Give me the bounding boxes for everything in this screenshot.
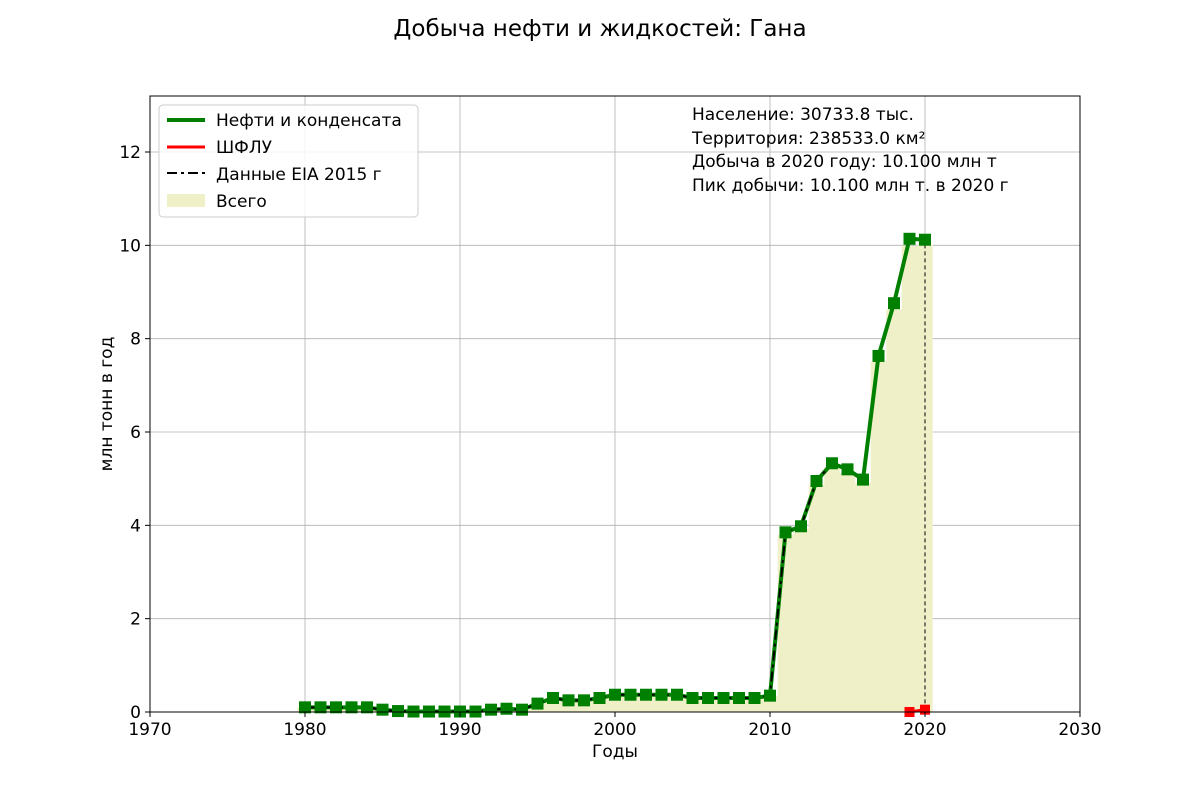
oil-point xyxy=(826,457,838,470)
oil-point xyxy=(872,349,885,362)
oil-point xyxy=(624,688,637,701)
oil-point xyxy=(748,692,761,704)
x-tick-label: 1970 xyxy=(128,720,171,740)
oil-point xyxy=(671,688,683,701)
total-area xyxy=(297,244,933,713)
oil-point xyxy=(593,692,606,704)
x-tick-label: 2000 xyxy=(593,720,636,740)
oil-point xyxy=(841,463,854,476)
info-territory: Территория: 238533.0 км² xyxy=(691,129,925,149)
y-tick-label: 0 xyxy=(130,703,141,723)
x-tick-label: 2030 xyxy=(1058,720,1101,740)
y-tick-label: 4 xyxy=(130,516,141,536)
oil-point xyxy=(640,688,652,701)
info-production-2020: Добыча в 2020 году: 10.100 млн т xyxy=(692,152,997,172)
oil-point xyxy=(919,233,931,246)
area-layer xyxy=(297,244,933,713)
y-tick-label: 6 xyxy=(130,423,141,443)
y-tick-label: 8 xyxy=(130,330,141,350)
oil-point xyxy=(888,297,900,310)
oil-point xyxy=(578,694,590,707)
info-peak-production: Пик добычи: 10.100 млн т. в 2020 г xyxy=(692,176,1009,196)
oil-point xyxy=(795,520,807,533)
x-axis-label: Годы xyxy=(592,742,638,762)
x-tick-label: 2020 xyxy=(903,720,946,740)
oil-point xyxy=(500,702,513,715)
oil-point xyxy=(314,701,327,714)
oil-point xyxy=(299,701,311,714)
legend-box xyxy=(158,104,419,218)
y-tick-label: 10 xyxy=(119,236,141,256)
oil-point xyxy=(717,692,730,704)
oil-point xyxy=(547,692,559,704)
legend-label-oil: Нефти и конденсата xyxy=(216,111,402,131)
oil-point xyxy=(376,703,389,716)
marker-layer xyxy=(299,232,931,718)
eia-line xyxy=(305,462,833,713)
oil-point xyxy=(810,475,823,487)
oil-point xyxy=(702,692,714,704)
legend: Нефти и конденсата ШФЛУ Данные EIA 2015 … xyxy=(158,104,419,218)
y-tick-label: 12 xyxy=(119,143,141,163)
ngl-point xyxy=(920,704,930,715)
chart-title: Добыча нефти и жидкостей: Гана xyxy=(393,16,806,42)
oil-point xyxy=(361,701,373,714)
oil-point xyxy=(516,703,528,716)
tick-layer: 1970 1980 1990 2000 2010 2020 2030 0 2 4 6 8 10 12 xyxy=(119,143,1101,740)
x-tick-label: 1980 xyxy=(283,720,326,740)
oil-point xyxy=(764,689,776,702)
oil-point xyxy=(779,526,792,539)
legend-swatch-total xyxy=(167,194,205,207)
oil-point xyxy=(531,697,544,710)
oil-point xyxy=(345,701,358,714)
y-axis-label: млн тонн в год xyxy=(97,337,117,472)
oil-point xyxy=(903,232,916,245)
oil-point xyxy=(609,688,621,701)
oil-point xyxy=(857,473,869,486)
oil-point xyxy=(392,705,404,718)
y-tick-label: 2 xyxy=(130,610,141,630)
info-block: Население: 30733.8 тыс. Территория: 2385… xyxy=(691,105,1009,196)
info-population: Население: 30733.8 тыс. xyxy=(692,105,914,125)
legend-label-total: Всего xyxy=(216,192,267,212)
oil-point xyxy=(733,692,745,704)
oil-point xyxy=(485,703,497,716)
legend-label-ngl: ШФЛУ xyxy=(216,138,273,158)
x-tick-label: 1990 xyxy=(438,720,481,740)
oil-point xyxy=(686,692,699,704)
oil-point xyxy=(655,688,668,701)
oil-point xyxy=(330,701,342,714)
oil-point xyxy=(562,694,575,707)
legend-label-eia: Данные EIA 2015 г xyxy=(216,165,382,185)
x-tick-label: 2010 xyxy=(748,720,791,740)
